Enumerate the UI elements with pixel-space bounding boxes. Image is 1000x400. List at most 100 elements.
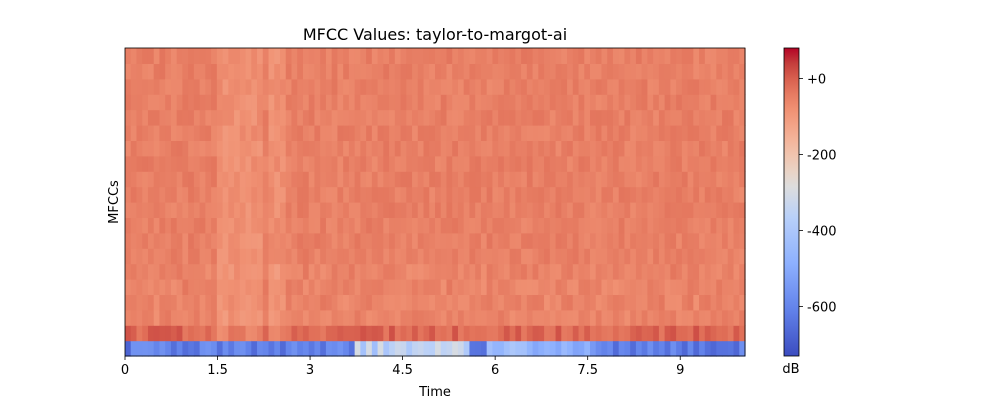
heatmap-cell xyxy=(521,140,528,157)
heatmap-cell xyxy=(538,94,545,111)
heatmap-cell xyxy=(412,279,419,295)
heatmap-cell xyxy=(423,340,430,357)
heatmap-cell xyxy=(314,263,321,280)
heatmap-cell xyxy=(429,248,436,265)
heatmap-cell xyxy=(257,232,264,249)
heatmap-cell xyxy=(538,109,545,126)
heatmap-cell xyxy=(607,78,614,95)
heatmap-cell xyxy=(285,171,293,188)
heatmap-cell xyxy=(337,48,344,64)
heatmap-cell xyxy=(664,325,671,342)
heatmap-cell xyxy=(136,325,143,342)
heatmap-cell xyxy=(549,340,557,357)
heatmap-cell xyxy=(555,232,562,249)
heatmap-cell xyxy=(291,78,298,95)
heatmap-cell xyxy=(176,155,184,172)
heatmap-cell xyxy=(251,325,258,342)
heatmap-cell xyxy=(486,63,494,80)
heatmap-cell xyxy=(423,217,430,234)
heatmap-cell xyxy=(366,325,373,342)
heatmap-cell xyxy=(532,217,539,234)
heatmap-cell xyxy=(509,171,516,188)
heatmap-cell xyxy=(664,78,671,95)
heatmap-cell xyxy=(400,140,407,157)
heatmap-cell xyxy=(693,155,700,172)
heatmap-cell xyxy=(193,78,201,95)
heatmap-cell xyxy=(406,232,413,249)
heatmap-cell xyxy=(687,279,694,295)
heatmap-cell xyxy=(446,309,453,326)
heatmap-cell xyxy=(664,309,671,326)
heatmap-cell xyxy=(354,217,361,234)
heatmap-cell xyxy=(480,294,488,311)
heatmap-cell xyxy=(377,109,384,126)
heatmap-cell xyxy=(389,155,396,172)
heatmap-cell xyxy=(532,202,539,218)
heatmap-cell xyxy=(239,125,247,141)
heatmap-cell xyxy=(532,186,539,203)
heatmap-cell xyxy=(492,109,499,126)
heatmap-cell xyxy=(165,186,172,203)
heatmap-cell xyxy=(291,340,298,357)
heatmap-cell xyxy=(555,125,562,141)
heatmap-cell xyxy=(676,171,683,188)
heatmap-cell xyxy=(612,294,620,311)
heatmap-cell xyxy=(400,186,407,203)
heatmap-cell xyxy=(343,94,350,111)
heatmap-cell xyxy=(664,186,671,203)
heatmap-cell xyxy=(676,63,683,80)
heatmap-cell xyxy=(412,125,419,141)
heatmap-cell xyxy=(147,325,155,342)
heatmap-cell xyxy=(693,78,700,95)
heatmap-cell xyxy=(136,125,143,141)
heatmap-cell xyxy=(590,325,597,342)
heatmap-cell xyxy=(653,78,660,95)
heatmap-cell xyxy=(400,63,407,80)
heatmap-cell xyxy=(618,217,626,234)
heatmap-cell xyxy=(343,340,350,357)
heatmap-cell xyxy=(664,125,671,141)
heatmap-cell xyxy=(612,340,620,357)
heatmap-cell xyxy=(607,94,614,111)
heatmap-cell xyxy=(412,155,419,172)
heatmap-cell xyxy=(498,125,505,141)
heatmap-cell xyxy=(641,263,649,280)
heatmap-cell xyxy=(406,309,413,326)
heatmap-cell xyxy=(360,263,367,280)
heatmap-cell xyxy=(440,155,448,172)
colorbar-ticks: +0-200-400-600 xyxy=(799,72,837,316)
heatmap-cell xyxy=(475,294,482,311)
heatmap-cell xyxy=(176,186,184,203)
heatmap-cell xyxy=(572,48,580,64)
heatmap-cell xyxy=(331,78,339,95)
heatmap-cell xyxy=(234,294,241,311)
heatmap-cell xyxy=(417,78,425,95)
heatmap-cell xyxy=(211,248,218,265)
heatmap-cell xyxy=(130,217,138,234)
heatmap-cell xyxy=(446,263,453,280)
heatmap-cell xyxy=(389,171,396,188)
heatmap-cell xyxy=(704,279,712,295)
heatmap-cell xyxy=(147,294,155,311)
colorbar-fill xyxy=(783,47,800,357)
heatmap-cell xyxy=(498,48,505,64)
heatmap-cell xyxy=(526,279,534,295)
heatmap-cell xyxy=(681,279,689,295)
heatmap-cell xyxy=(165,140,172,157)
heatmap-cell xyxy=(291,263,298,280)
heatmap-cell xyxy=(607,125,614,141)
heatmap-cell xyxy=(457,63,465,80)
heatmap-cell xyxy=(360,248,367,265)
heatmap-cell xyxy=(371,340,379,357)
heatmap-cell xyxy=(647,217,654,234)
heatmap-cell xyxy=(400,263,407,280)
heatmap-cell xyxy=(670,202,677,218)
heatmap-cell xyxy=(572,325,580,342)
heatmap-cell xyxy=(366,155,373,172)
heatmap-cell xyxy=(291,171,298,188)
heatmap-cell xyxy=(641,171,649,188)
heatmap-cell xyxy=(526,263,534,280)
heatmap-cell xyxy=(498,248,505,265)
heatmap-cell xyxy=(394,340,402,357)
heatmap-cell xyxy=(165,248,172,265)
